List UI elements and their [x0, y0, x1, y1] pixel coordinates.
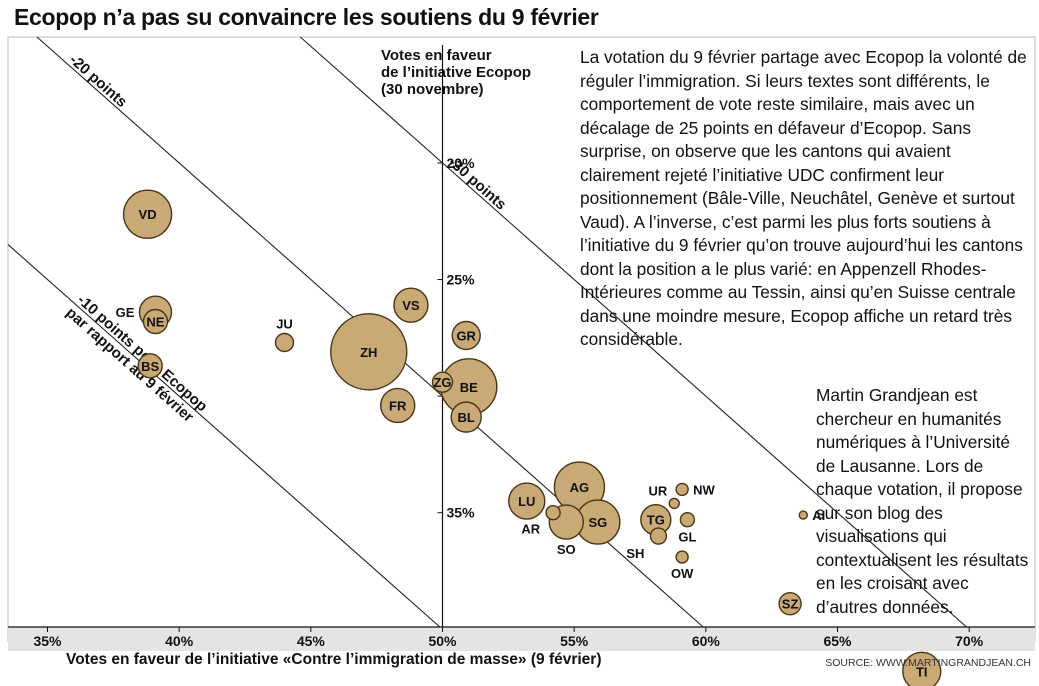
y-tick-label: 20% — [447, 155, 476, 171]
y-tick-label: 25% — [447, 272, 476, 288]
bubble-bl — [450, 401, 482, 433]
reference-line — [7, 244, 441, 628]
bubble-ur — [668, 497, 680, 510]
x-tick-label: 60% — [692, 633, 721, 649]
bubble-label: NW — [693, 482, 715, 497]
bubble-fr — [380, 387, 416, 424]
bubble-label: VD — [139, 207, 157, 222]
bubble-label: SG — [588, 515, 607, 530]
bubble-ne — [142, 308, 169, 335]
bottom-band — [8, 627, 1035, 651]
x-tick-label: 55% — [560, 633, 589, 649]
bubble-ow — [675, 550, 689, 564]
y-tick-label: 35% — [447, 505, 476, 521]
author-note: Martin Grandjean est chercheur en humani… — [816, 385, 1029, 617]
reference-line-label: -20 points — [66, 51, 130, 111]
bubble-ti — [902, 651, 942, 686]
bubble-gr — [451, 320, 481, 351]
bubble-vd — [122, 189, 173, 239]
x-axis-label: Votes en faveur de l’initiative «Contre … — [66, 651, 602, 668]
y-axis-label: Votes en faveur de l’initiative Ecopop (… — [381, 47, 531, 98]
bubble-ju — [274, 332, 295, 353]
bubble-label: UR — [648, 483, 667, 498]
bubble-ar — [545, 505, 561, 521]
bubble-label: TG — [647, 513, 665, 528]
x-tick-label: 40% — [165, 633, 194, 649]
bubble-label: BE — [460, 380, 478, 395]
reference-line — [299, 36, 967, 628]
bubble-label: SZ — [782, 597, 799, 612]
bubble-label: LU — [518, 494, 535, 509]
bubble-lu — [508, 482, 546, 520]
bubble-label: GE — [116, 305, 135, 320]
bubble-nw — [675, 482, 689, 497]
y-axis-label-line: de l’initiative Ecopop — [381, 64, 532, 81]
bubble-label: GL — [678, 530, 696, 545]
x-tick-label: 35% — [33, 633, 62, 649]
bubble-ai — [798, 510, 808, 520]
x-tick-label: 65% — [823, 633, 852, 649]
bubble-label: TI — [916, 664, 928, 679]
reference-line-label: par rapport au 9 février — [63, 304, 197, 426]
bubble-label: OW — [671, 566, 694, 581]
bubble-label: NE — [146, 315, 164, 330]
bubble-vs — [393, 287, 429, 323]
description-text: La votation du 9 février partage avec Ec… — [580, 47, 1027, 349]
source-credit: SOURCE: WWW.MARTINGRANDJEAN.CH — [825, 657, 1031, 669]
bubble-label: SH — [626, 546, 644, 561]
bubble-label: BS — [141, 359, 159, 374]
bubble-label: FR — [389, 398, 407, 413]
bubble-label: VS — [402, 298, 420, 313]
x-tick-label: 45% — [297, 633, 326, 649]
bubble-label: AG — [570, 480, 590, 495]
bubble-gl — [679, 512, 696, 528]
y-axis-label-line: Votes en faveur — [381, 47, 492, 64]
bubble-label: BL — [458, 410, 475, 425]
bubble-label: JU — [276, 316, 293, 331]
bubble-sh — [649, 527, 668, 545]
bubble-sz — [778, 591, 802, 616]
chart-title: Ecopop n’a pas su convaincre les soutien… — [14, 4, 599, 30]
bubble-label: AI — [812, 508, 825, 523]
bubble-label: ZH — [360, 345, 377, 360]
bubble-bs — [137, 353, 163, 379]
bubble-zg — [431, 371, 454, 393]
bubble-label: GR — [456, 328, 476, 343]
bubble-label: SO — [557, 542, 576, 557]
x-tick-label: 50% — [428, 633, 457, 649]
bubble-zh — [330, 313, 408, 391]
bubble-label: ZG — [433, 375, 451, 390]
y-axis-label-line: (30 novembre) — [381, 81, 484, 98]
x-tick-label: 70% — [955, 633, 984, 649]
bubble-label: AR — [521, 522, 540, 537]
